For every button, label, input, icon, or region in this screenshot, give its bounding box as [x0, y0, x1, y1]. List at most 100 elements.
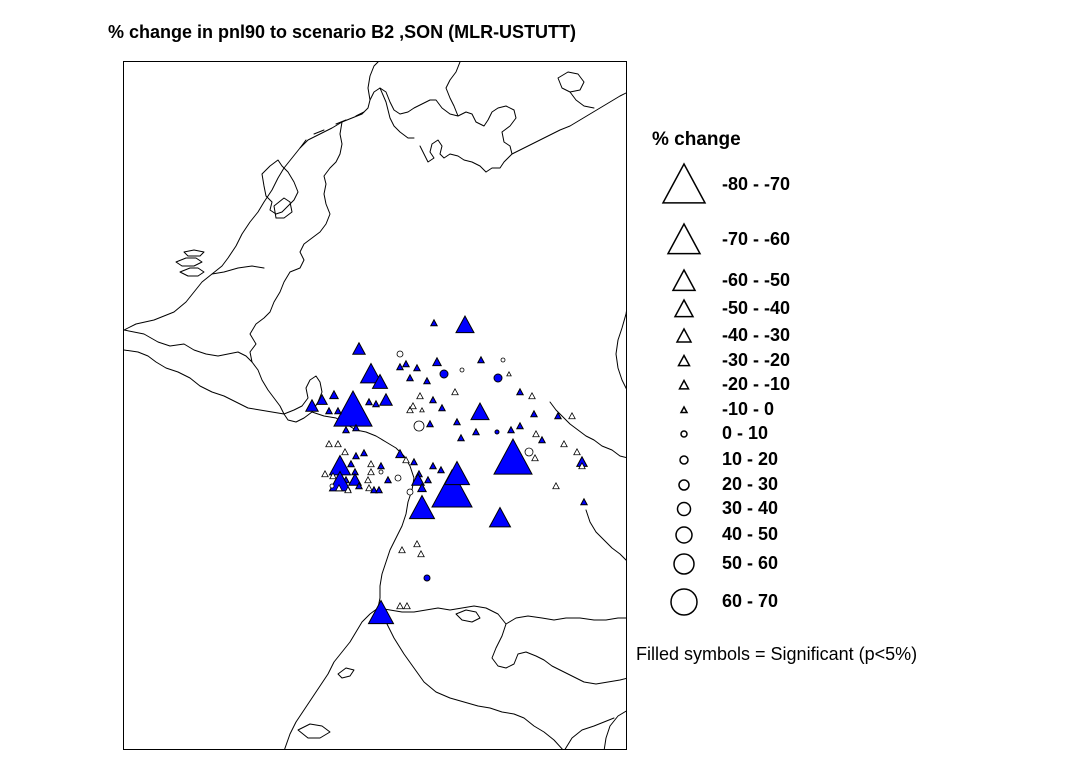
station-triangle: [416, 482, 428, 493]
station-triangle: [529, 409, 539, 418]
station-triangle: [531, 453, 539, 462]
station-symbols: [304, 314, 589, 625]
station-triangle: [515, 421, 525, 430]
station-triangle: [552, 481, 560, 490]
station-triangle: [416, 391, 424, 400]
legend-label: -60 - -50: [722, 270, 791, 290]
legend-symbol-triangle: [678, 378, 690, 390]
station-triangle: [351, 341, 367, 355]
station-triangle: [406, 405, 414, 414]
legend-symbol-triangle: [677, 353, 691, 367]
legend-symbol-circle: [678, 479, 690, 491]
border-de-pl: [615, 310, 626, 390]
legend: -80 - -70 -70 - -60 -60 - -50 -50 - -40 -40 …: [640, 150, 1060, 630]
station-triangle: [325, 439, 333, 448]
station-triangle: [413, 539, 421, 548]
legend-label: 50 - 60: [722, 553, 779, 573]
station-triangle: [334, 439, 342, 448]
station-triangle: [398, 545, 406, 554]
legend-label: -10 - 0: [722, 399, 775, 419]
station-triangle: [304, 398, 320, 412]
station-triangle: [471, 427, 481, 436]
border-ch-fr: [284, 607, 379, 749]
rhine-branch: [211, 265, 265, 275]
station-triangle: [419, 406, 425, 413]
station-triangle: [367, 467, 375, 476]
border-de-fr: [311, 411, 415, 609]
station-triangle: [344, 485, 352, 494]
station-triangle: [409, 401, 417, 410]
legend-label: -30 - -20: [722, 350, 791, 370]
station-triangle: [335, 483, 343, 492]
station-triangle: [324, 406, 334, 415]
baltic-coast: [419, 139, 487, 173]
legend-label: 40 - 50: [722, 524, 779, 544]
lake-neuchatel: [337, 667, 355, 679]
station-triangle: [431, 468, 473, 508]
legend-symbol-circle: [675, 526, 693, 544]
baltic-coast-east: [511, 92, 626, 155]
station-triangle: [347, 472, 363, 486]
station-triangle: [359, 448, 369, 457]
station-triangle: [429, 318, 439, 327]
station-circle: [459, 367, 465, 373]
station-triangle: [410, 472, 426, 486]
station-triangle: [412, 363, 422, 372]
station-triangle: [365, 483, 373, 492]
station-triangle: [315, 393, 329, 405]
border-lux: [283, 375, 323, 423]
station-triangle: [506, 425, 516, 434]
border-ch-at: [491, 623, 561, 671]
station-triangle: [408, 494, 436, 520]
legend-symbol-triangle: [673, 298, 695, 318]
station-triangle: [383, 475, 393, 484]
station-triangle: [321, 469, 329, 478]
station-circle: [494, 429, 500, 435]
border-be-nl: [124, 329, 253, 363]
station-triangle: [528, 391, 536, 400]
border-nl-de: [249, 121, 343, 363]
station-circle: [493, 373, 503, 383]
station-triangle: [364, 475, 372, 484]
delta-island-3: [183, 249, 205, 257]
station-triangle: [351, 423, 361, 432]
station-triangle: [405, 373, 415, 382]
legend-symbol-triangle: [679, 405, 689, 414]
legend-label: 10 - 20: [722, 449, 779, 469]
station-triangle: [488, 506, 512, 528]
station-triangle: [506, 370, 512, 377]
legend-label: 30 - 40: [722, 498, 779, 518]
wadden-islands: [299, 111, 365, 149]
station-circle: [406, 488, 414, 496]
station-triangle: [423, 475, 433, 484]
station-triangle: [493, 437, 533, 475]
legend-symbol-circle: [673, 553, 695, 575]
station-triangle: [371, 373, 389, 389]
station-triangle: [401, 359, 411, 368]
map-title: % change in pnl90 to scenario B2 ,SON (M…: [108, 22, 577, 42]
station-triangle: [455, 314, 475, 334]
station-triangle: [359, 362, 383, 384]
lake-constance: [455, 609, 481, 623]
legend-label: 0 - 10: [722, 423, 769, 443]
jutland-coast: [367, 62, 379, 101]
station-triangle: [422, 376, 432, 385]
legend-label: -70 - -60: [722, 229, 791, 249]
ijsselmeer-polder: [273, 197, 293, 219]
legend-symbol-triangle: [661, 162, 707, 204]
border-de-ch: [377, 605, 507, 625]
map-panel: [123, 61, 627, 750]
legend-symbol-triangle: [675, 327, 693, 343]
station-triangle: [417, 549, 425, 558]
rugen-island: [557, 71, 585, 93]
station-triangle: [470, 401, 490, 421]
station-triangle: [367, 599, 395, 625]
map-canvas: [124, 62, 626, 749]
station-triangle: [351, 451, 361, 460]
station-triangle: [452, 417, 462, 426]
station-triangle: [428, 461, 438, 470]
legend-title: % change: [652, 129, 741, 150]
coastline: [124, 87, 517, 331]
station-circle: [378, 469, 384, 475]
station-triangle: [515, 387, 525, 396]
